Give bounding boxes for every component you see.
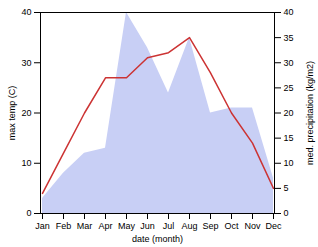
svg-text:25: 25 — [284, 83, 294, 93]
svg-text:30: 30 — [21, 58, 31, 68]
svg-text:0: 0 — [26, 208, 31, 218]
svg-text:date (month): date (month) — [132, 234, 183, 244]
svg-text:max temp (C): max temp (C) — [7, 86, 17, 141]
svg-text:med. precipitation (kg/m2): med. precipitation (kg/m2) — [305, 61, 315, 165]
svg-text:20: 20 — [284, 108, 294, 118]
svg-text:Jul: Jul — [163, 221, 175, 231]
svg-text:Oct: Oct — [224, 221, 239, 231]
svg-text:Jun: Jun — [140, 221, 155, 231]
svg-text:30: 30 — [284, 58, 294, 68]
svg-text:0: 0 — [284, 208, 289, 218]
svg-text:Dec: Dec — [265, 221, 282, 231]
svg-text:Mar: Mar — [77, 221, 93, 231]
svg-text:Feb: Feb — [56, 221, 72, 231]
svg-text:May: May — [118, 221, 136, 231]
svg-text:35: 35 — [284, 33, 294, 43]
svg-text:Apr: Apr — [98, 221, 112, 231]
svg-text:40: 40 — [21, 7, 31, 17]
svg-text:Aug: Aug — [181, 221, 197, 231]
svg-text:10: 10 — [21, 158, 31, 168]
svg-text:Jan: Jan — [35, 221, 50, 231]
svg-text:10: 10 — [284, 158, 294, 168]
svg-text:20: 20 — [21, 108, 31, 118]
svg-text:Sep: Sep — [202, 221, 218, 231]
svg-text:Nov: Nov — [244, 221, 261, 231]
svg-text:40: 40 — [284, 7, 294, 17]
svg-text:15: 15 — [284, 133, 294, 143]
svg-text:5: 5 — [284, 183, 289, 193]
